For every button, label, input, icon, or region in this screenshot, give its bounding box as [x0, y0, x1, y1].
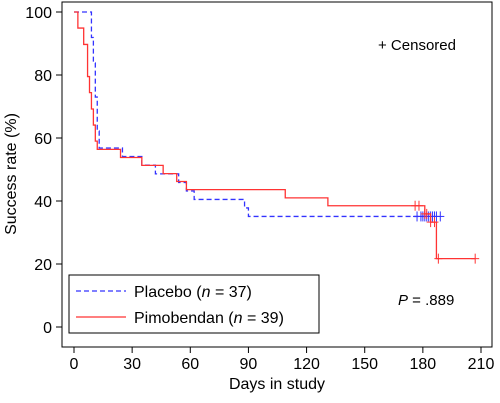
y-tick-label: 40 — [34, 194, 52, 211]
legend-n-pimobendan: n — [234, 310, 243, 327]
x-tick-label: 60 — [181, 356, 199, 373]
censor-mark-placebo — [436, 211, 445, 222]
censored-annotation: + Censored — [378, 37, 456, 54]
legend-name-placebo: Placebo — [134, 284, 192, 301]
legend-ntext-pimobendan: = 39) — [243, 310, 284, 327]
censor-mark-pimobendan — [422, 208, 431, 219]
x-tick-label: 30 — [123, 356, 141, 373]
censor-mark-pimobendan — [434, 253, 443, 264]
y-axis-title: Success rate (%) — [3, 113, 20, 235]
p-value-label: P — [398, 292, 408, 309]
plot-frame — [61, 1, 493, 348]
y-axis: 0 20 40 60 80 100 — [25, 5, 62, 337]
censor-mark-pimobendan — [414, 200, 423, 211]
x-tick-label: 90 — [240, 356, 258, 373]
y-tick-label: 20 — [34, 257, 52, 274]
x-tick-label: 120 — [293, 356, 320, 373]
legend-n-placebo: n — [202, 284, 211, 301]
series-line-pimobendan — [74, 11, 476, 260]
x-tick-label: 0 — [70, 356, 79, 373]
p-value-text: = .889 — [408, 292, 454, 309]
y-tick-label: 0 — [43, 320, 52, 337]
censor-mark-pimobendan — [471, 253, 480, 264]
x-tick-label: 150 — [351, 356, 378, 373]
censor-mark-pimobendan — [430, 217, 439, 228]
x-axis-title: Days in study — [229, 376, 325, 393]
y-tick-label: 80 — [34, 68, 52, 85]
x-axis: 0 30 60 90 120 150 180 210 — [70, 347, 495, 373]
p-value-annotation: P = .889 — [398, 292, 454, 309]
legend-label-pimobendan: Pimobendan (n = 39) — [134, 310, 284, 327]
series-line-placebo — [74, 11, 429, 218]
x-tick-label: 210 — [468, 356, 495, 373]
legend-name-pimobendan: Pimobendan — [134, 310, 224, 327]
legend-box — [68, 274, 320, 334]
y-tick-label: 60 — [34, 131, 52, 148]
legend-label-placebo: Placebo (n = 37) — [134, 284, 252, 301]
y-tick-label: 100 — [25, 5, 52, 22]
legend: Placebo (n = 37) Pimobendan (n = 39) — [68, 274, 320, 334]
x-tick-label: 180 — [410, 356, 437, 373]
series-layer — [74, 11, 480, 264]
legend-ntext-placebo: = 37) — [211, 284, 252, 301]
